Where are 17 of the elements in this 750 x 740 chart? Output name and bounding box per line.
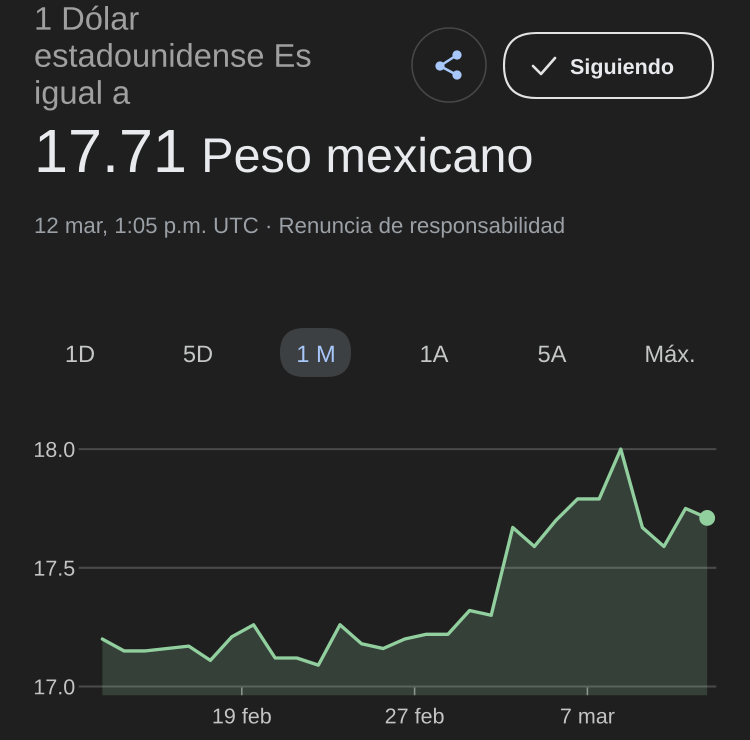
text: Siguiendo [570,58,674,79]
y-tick-label: 18.0 [34,442,74,458]
y-tick-label: 17.0 [34,679,74,695]
text: Peso mexicano [205,136,532,172]
x-tick-label: 19 feb [214,708,271,724]
chart-title: 1 Dólar estadounidense Es igual a [35,6,310,111]
x-tick-label: 7 mar [560,708,615,724]
text: 5A [538,346,566,362]
text: 12 mar, 1:05 p.m. UTC · Renuncia de responsabilidad [36,216,564,238]
text: 5D [184,346,212,362]
y-tick-label: 17.5 [34,560,74,576]
text: 1D [66,346,94,362]
text: Máx. [646,344,694,362]
text: 1A [421,346,448,362]
x-tick-label: 27 feb [386,708,444,724]
text: 17.71 [38,130,184,172]
text: 1 M [298,346,334,362]
